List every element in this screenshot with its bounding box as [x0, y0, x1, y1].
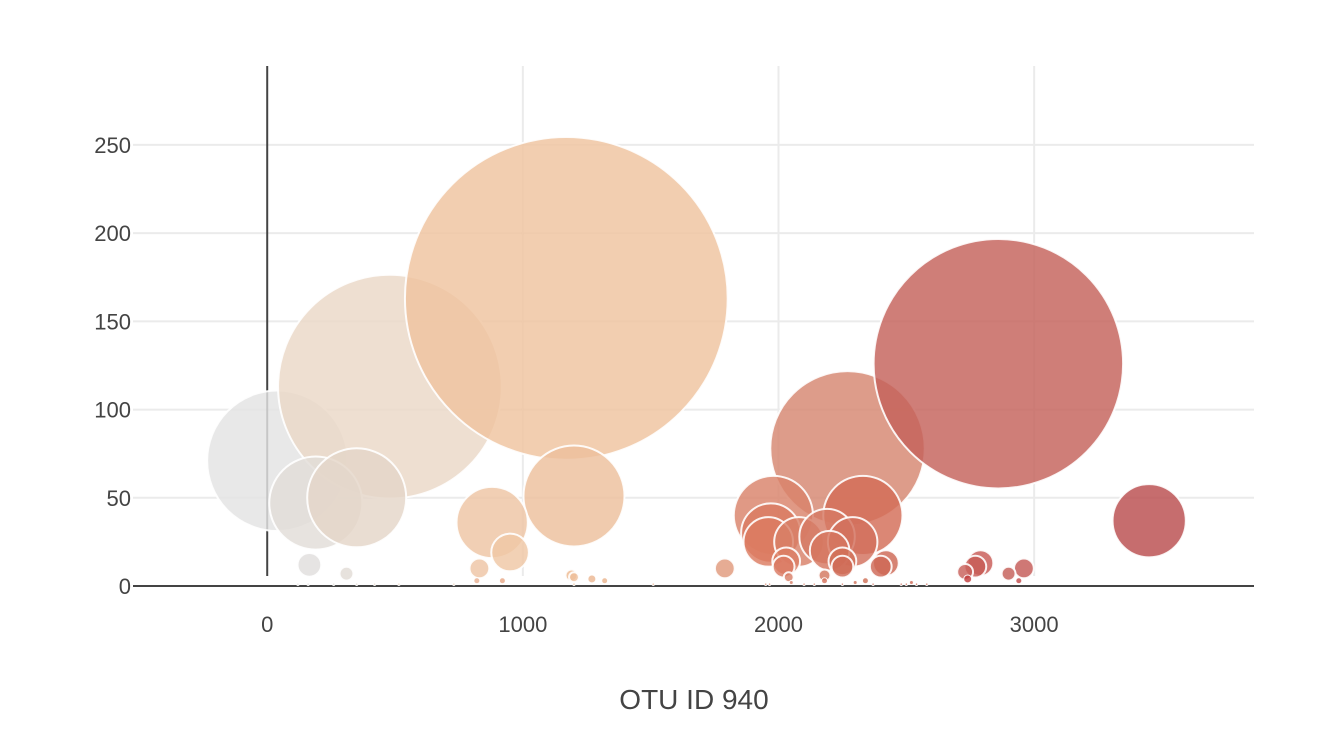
- bubble-point-25[interactable]: [713, 557, 736, 580]
- x-tick-label-0: 0: [261, 612, 273, 637]
- y-tick-label-150: 150: [94, 309, 131, 334]
- bubble-point-9[interactable]: [490, 532, 530, 573]
- bubble-point-60[interactable]: [802, 582, 806, 586]
- bubble-point-38[interactable]: [782, 571, 795, 584]
- bubble-point-31[interactable]: [296, 551, 323, 578]
- y-tick-label-50: 50: [107, 486, 131, 511]
- bubble-point-32[interactable]: [468, 557, 491, 580]
- bubble-point-30[interactable]: [1000, 565, 1017, 582]
- bubble-point-4[interactable]: [872, 237, 1125, 490]
- bubble-point-50[interactable]: [306, 582, 310, 586]
- bubble-point-28[interactable]: [1013, 557, 1035, 580]
- bubble-point-33[interactable]: [338, 565, 355, 582]
- bubble-point-47[interactable]: [788, 579, 794, 585]
- bubble-point-22[interactable]: [830, 554, 855, 579]
- bubble-point-65[interactable]: [904, 582, 909, 586]
- x-tick-label-2000: 2000: [754, 612, 803, 637]
- bubble-point-44[interactable]: [473, 577, 481, 585]
- bubble-layer: [206, 136, 1187, 586]
- bubble-point-59[interactable]: [767, 582, 772, 586]
- bubble-point-61[interactable]: [812, 582, 816, 586]
- bubble-point-58[interactable]: [764, 582, 768, 586]
- bubble-point-2[interactable]: [403, 136, 729, 461]
- bubble-point-49[interactable]: [296, 582, 300, 586]
- bubble-point-54[interactable]: [397, 582, 401, 586]
- bubble-point-10[interactable]: [1111, 483, 1187, 559]
- bubble-point-7[interactable]: [522, 444, 626, 548]
- tick-label-layer: 0 1000 2000 3000 0 50 100 150 200 250: [94, 133, 1058, 637]
- bubble-point-36[interactable]: [587, 574, 597, 584]
- bubble-point-41[interactable]: [963, 574, 973, 584]
- bubble-point-56[interactable]: [572, 582, 576, 586]
- bubble-point-24[interactable]: [868, 554, 893, 579]
- bubble-point-57[interactable]: [651, 582, 655, 586]
- bubble-point-46[interactable]: [908, 579, 914, 585]
- bubble-point-63[interactable]: [871, 582, 875, 586]
- y-tick-label-0: 0: [119, 574, 131, 599]
- x-axis-title: OTU ID 940: [619, 684, 768, 715]
- y-tick-label-250: 250: [94, 133, 131, 158]
- y-tick-label-200: 200: [94, 221, 131, 246]
- bubble-point-52[interactable]: [354, 582, 359, 586]
- bubble-point-55[interactable]: [452, 582, 456, 586]
- bubble-point-53[interactable]: [372, 582, 377, 586]
- x-tick-label-3000: 3000: [1010, 612, 1059, 637]
- bubble-point-64[interactable]: [899, 582, 903, 586]
- bubble-point-48[interactable]: [852, 579, 858, 585]
- bubble-point-40[interactable]: [821, 577, 828, 585]
- bubble-point-6[interactable]: [306, 447, 408, 549]
- x-tick-label-1000: 1000: [498, 612, 547, 637]
- bubble-point-67[interactable]: [925, 582, 929, 586]
- bubble-point-42[interactable]: [1015, 577, 1023, 585]
- bubble-point-37[interactable]: [601, 577, 609, 585]
- bubble-point-45[interactable]: [861, 577, 869, 585]
- bubble-point-51[interactable]: [331, 582, 336, 586]
- y-tick-label-100: 100: [94, 398, 131, 423]
- bubble-point-35[interactable]: [568, 571, 580, 584]
- bubble-point-43[interactable]: [498, 577, 506, 585]
- bubble-point-62[interactable]: [840, 582, 845, 586]
- bubble-point-66[interactable]: [914, 582, 919, 586]
